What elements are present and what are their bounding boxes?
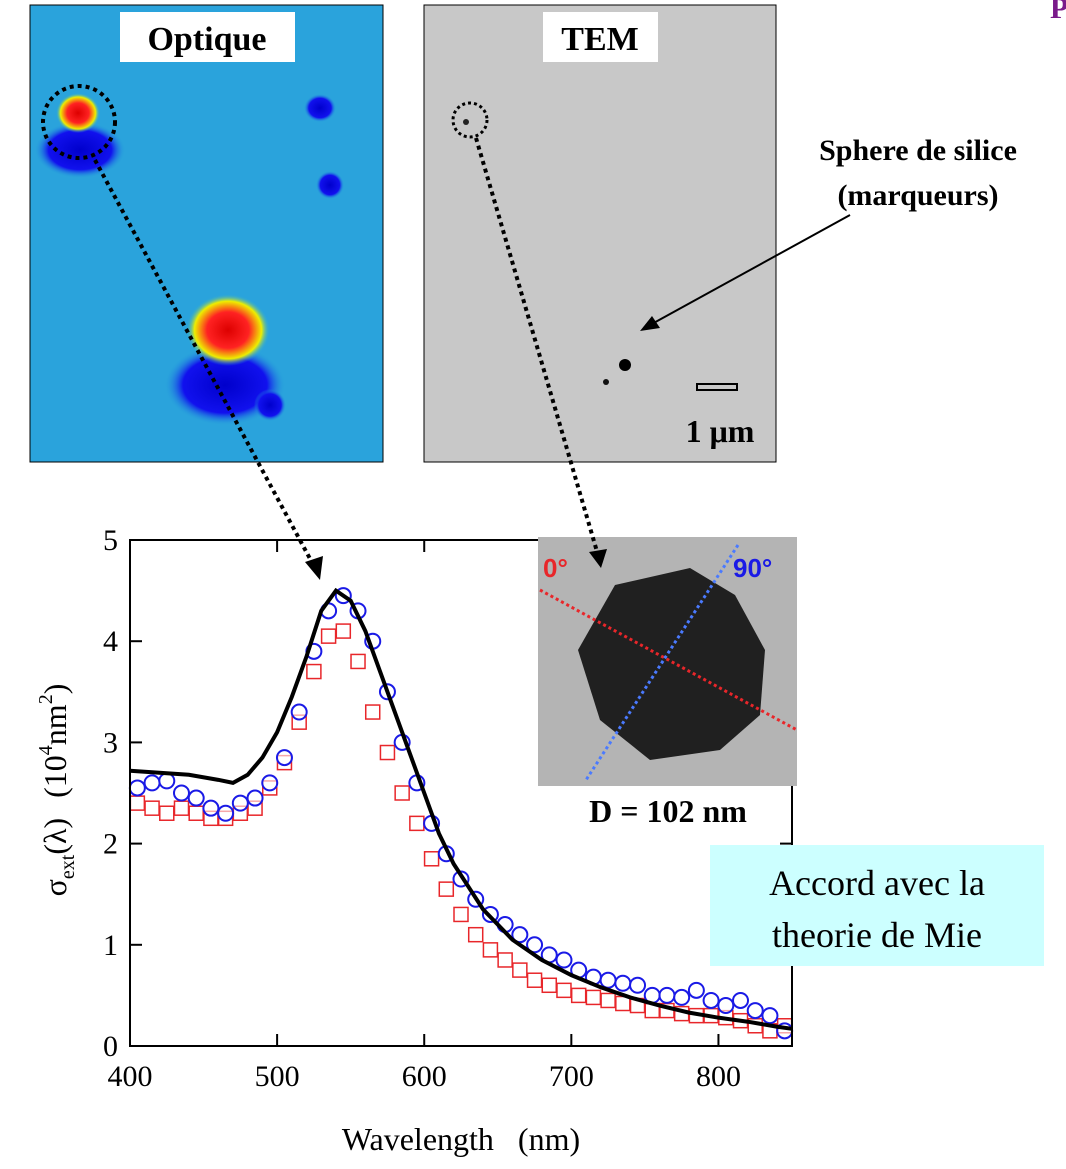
- data-point: [144, 800, 160, 816]
- data-point: [409, 815, 425, 832]
- y-axis-label: σext(λ) (104nm2): [35, 684, 79, 897]
- y-label-part: 4: [35, 745, 57, 755]
- data-point: [290, 703, 308, 721]
- data-point: [512, 962, 528, 978]
- x-axis-label: Wavelength (nm): [342, 1121, 580, 1157]
- y-tick-label: 4: [103, 625, 118, 658]
- diameter-label: D = 102 nm: [589, 793, 747, 829]
- label: Optique: [147, 21, 266, 58]
- data-point: [556, 982, 572, 999]
- data-point: [600, 992, 616, 1009]
- y-label-part: 2: [35, 694, 57, 704]
- data-point: [453, 906, 469, 923]
- angle-label: 0°: [543, 553, 568, 583]
- data-point: [511, 926, 529, 944]
- annotation: Sphere de silice: [819, 134, 1017, 167]
- data-point: [128, 779, 146, 797]
- inset-image: 0° 90° D = 102 nm: [538, 537, 798, 834]
- scale-label: 1 μm: [686, 413, 755, 449]
- y-tick-label: 1: [103, 929, 118, 962]
- caption: theorie de Mie: [772, 915, 982, 955]
- y-label-part: ext: [57, 854, 79, 879]
- y-label-part: σ: [37, 879, 73, 896]
- data-point: [159, 805, 175, 821]
- data-point: [335, 623, 352, 639]
- data-point: [482, 942, 499, 958]
- angle-label: 90°: [733, 553, 772, 583]
- data-point: [217, 804, 235, 822]
- x-tick-label: 600: [402, 1060, 447, 1093]
- x-tick-label: 400: [108, 1060, 153, 1093]
- data-point: [614, 974, 632, 992]
- data-point: [526, 936, 544, 954]
- data-point: [746, 1002, 764, 1020]
- data-point: [379, 744, 396, 761]
- data-point: [687, 981, 705, 999]
- data-point: [173, 800, 190, 816]
- data-point: [320, 628, 337, 644]
- data-point: [246, 789, 264, 807]
- data-point: [732, 991, 750, 1009]
- tem-image: TEM 1 μm: [423, 4, 777, 463]
- data-point: [187, 789, 205, 807]
- x-tick-label: 700: [549, 1060, 594, 1093]
- data-point: [467, 926, 484, 943]
- data-point: [717, 997, 735, 1015]
- data-point: [438, 881, 455, 897]
- y-label-part: (λ): [37, 818, 73, 855]
- data-point: [658, 986, 676, 1004]
- data-point: [761, 1007, 779, 1025]
- data-point: [673, 988, 691, 1006]
- x-tick-label: 800: [696, 1060, 741, 1093]
- data-point: [570, 987, 587, 1004]
- data-point: [423, 851, 440, 867]
- data-point: [261, 774, 279, 792]
- x-tick-label: 500: [255, 1060, 300, 1093]
- data-point: [526, 972, 543, 988]
- caption-box: Accord avec la theorie de Mie: [710, 845, 1044, 966]
- data-point: [202, 799, 220, 817]
- annotation: P: [1050, 0, 1066, 25]
- y-label-part: ): [37, 684, 73, 695]
- data-point: [275, 749, 293, 767]
- data-point: [394, 785, 410, 801]
- y-label-part: (10: [37, 755, 73, 798]
- label: TEM: [561, 21, 638, 58]
- arrowhead: [640, 316, 660, 331]
- data-point: [555, 951, 573, 969]
- data-point: [172, 784, 190, 802]
- y-tick-label: 0: [103, 1030, 118, 1063]
- arrow: [649, 214, 851, 326]
- data-point: [629, 976, 647, 994]
- data-point: [306, 663, 322, 680]
- optical-image: Optique: [29, 4, 384, 463]
- data-point: [129, 795, 146, 811]
- data-point: [188, 805, 204, 821]
- data-point: [143, 774, 161, 792]
- data-line: [129, 587, 793, 1031]
- link-arrows: [93, 137, 607, 580]
- plot-frame: [129, 539, 793, 1047]
- y-tick-label: 5: [103, 524, 118, 557]
- annotation: (marqueurs): [837, 179, 998, 212]
- y-tick-label: 2: [103, 828, 118, 861]
- data-point: [541, 977, 558, 994]
- data-point: [350, 653, 366, 670]
- data-point: [231, 794, 249, 812]
- caption: Accord avec la: [769, 863, 985, 903]
- data-point: [599, 971, 617, 989]
- plot: 400 500 600 700 800 0 1 2 3 4 5: [103, 524, 794, 1093]
- data-point: [497, 952, 513, 968]
- data-point: [364, 704, 381, 720]
- data-point: [585, 989, 602, 1006]
- data-point: [702, 991, 720, 1009]
- y-tick-label: 3: [103, 726, 118, 759]
- y-label-part: nm: [37, 704, 73, 745]
